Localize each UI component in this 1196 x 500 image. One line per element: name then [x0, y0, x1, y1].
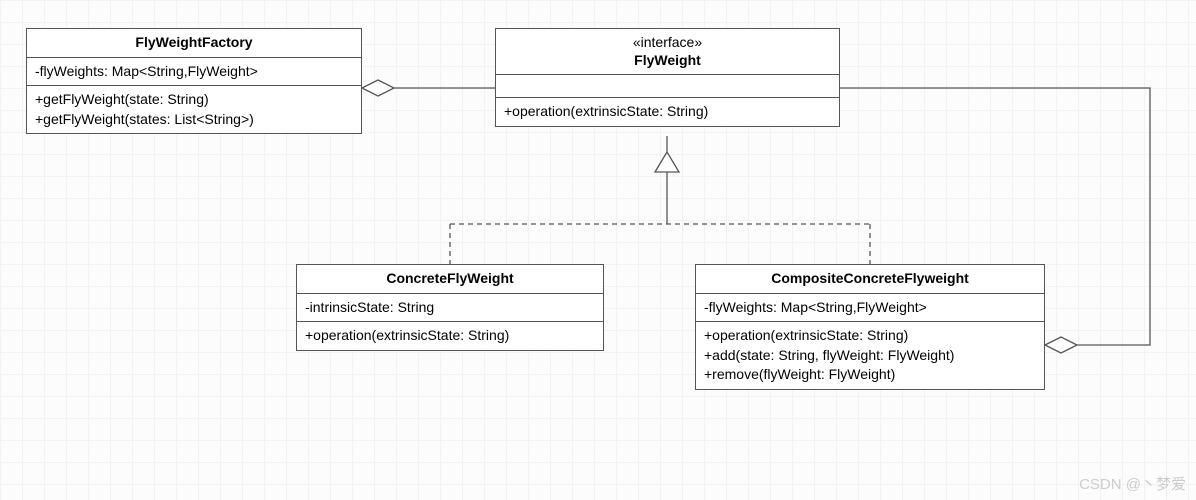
class-flyweightfactory: FlyWeightFactory -flyWeights: Map<String…: [26, 28, 362, 134]
operations-section: +operation(extrinsicState: String): [496, 98, 839, 126]
operation: +getFlyWeight(state: String): [35, 90, 353, 110]
class-flyweight: «interface» FlyWeight +operation(extrins…: [495, 28, 840, 127]
operation: +remove(flyWeight: FlyWeight): [704, 365, 1036, 385]
operation: +operation(extrinsicState: String): [504, 102, 831, 122]
stereotype: «interface»: [633, 34, 702, 50]
edge-realization-tree: [450, 136, 870, 264]
attribute: -flyWeights: Map<String,FlyWeight>: [35, 62, 353, 82]
operations-section: +operation(extrinsicState: String): [297, 322, 603, 350]
class-concreteflyweight: ConcreteFlyWeight -intrinsicState: Strin…: [296, 264, 604, 351]
class-title: CompositeConcreteFlyweight: [696, 265, 1044, 294]
attribute: -flyWeights: Map<String,FlyWeight>: [704, 298, 1036, 318]
attribute: -intrinsicState: String: [305, 298, 595, 318]
operation: +operation(extrinsicState: String): [305, 326, 595, 346]
edge-factory-flyweight: [362, 80, 495, 96]
attributes-section: -flyWeights: Map<String,FlyWeight>: [27, 58, 361, 87]
class-title: FlyWeightFactory: [27, 29, 361, 58]
operation: +operation(extrinsicState: String): [704, 326, 1036, 346]
operations-section: +operation(extrinsicState: String) +add(…: [696, 322, 1044, 389]
attributes-section: [496, 75, 839, 98]
attributes-section: -intrinsicState: String: [297, 294, 603, 323]
operations-section: +getFlyWeight(state: String) +getFlyWeig…: [27, 86, 361, 133]
attributes-section: -flyWeights: Map<String,FlyWeight>: [696, 294, 1044, 323]
watermark: CSDN @丶梦爱: [1079, 473, 1186, 494]
class-compositeconcreteflyweight: CompositeConcreteFlyweight -flyWeights: …: [695, 264, 1045, 390]
class-name: FlyWeight: [634, 52, 701, 68]
class-title: «interface» FlyWeight: [496, 29, 839, 75]
class-title: ConcreteFlyWeight: [297, 265, 603, 294]
operation: +getFlyWeight(states: List<String>): [35, 110, 353, 130]
operation: +add(state: String, flyWeight: FlyWeight…: [704, 346, 1036, 366]
